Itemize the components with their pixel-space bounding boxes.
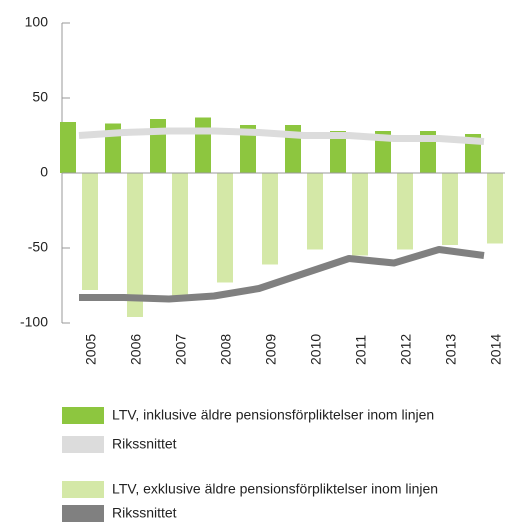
bar (262, 173, 278, 265)
bar (195, 117, 211, 173)
y-tick-label: -50 (28, 239, 48, 255)
legend-label: LTV, inklusive äldre pensionsförpliktels… (112, 407, 434, 423)
legend-label: Rikssnittet (112, 505, 177, 521)
bar (330, 131, 346, 173)
bar (307, 173, 323, 250)
x-tick-label: 2006 (128, 334, 144, 365)
bar (442, 173, 458, 245)
x-tick-label: 2014 (488, 334, 504, 365)
line (78, 127, 485, 145)
bar (150, 119, 166, 173)
x-tick-label: 2012 (398, 334, 414, 365)
y-tick-label: 50 (32, 89, 48, 105)
bar (487, 173, 503, 244)
bar (60, 122, 76, 173)
legend-swatch (62, 407, 104, 424)
bar (240, 125, 256, 173)
bar (397, 173, 413, 250)
bar (127, 173, 143, 317)
legend-label: Rikssnittet (112, 436, 177, 452)
x-tick-label: 2005 (83, 334, 99, 365)
x-tick-label: 2013 (443, 334, 459, 365)
bar (172, 173, 188, 301)
bar (352, 173, 368, 256)
x-tick-label: 2011 (353, 335, 369, 365)
y-tick-label: 100 (25, 14, 49, 30)
x-tick-label: 2009 (263, 334, 279, 365)
line (79, 246, 485, 303)
legend-swatch (62, 436, 104, 453)
legend-label: LTV, exklusive äldre pensionsförpliktels… (112, 481, 438, 497)
x-tick-label: 2007 (173, 334, 189, 365)
y-tick-label: -100 (20, 314, 48, 330)
x-tick-label: 2010 (308, 334, 324, 365)
legend-swatch (62, 481, 104, 498)
bar (82, 173, 98, 290)
bar (217, 173, 233, 283)
y-tick-label: 0 (40, 164, 48, 180)
legend-swatch (62, 505, 104, 522)
x-tick-label: 2008 (218, 334, 234, 365)
